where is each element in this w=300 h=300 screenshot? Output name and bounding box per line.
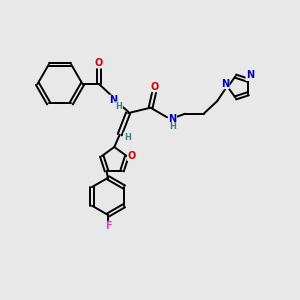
Text: H: H <box>169 122 176 131</box>
Text: F: F <box>105 221 111 231</box>
Text: O: O <box>95 58 103 68</box>
Text: H: H <box>116 102 122 111</box>
Text: N: N <box>168 114 177 124</box>
Text: N: N <box>246 70 254 80</box>
Text: O: O <box>151 82 159 92</box>
Text: N: N <box>109 95 117 105</box>
Text: N: N <box>221 79 229 89</box>
Text: O: O <box>128 151 136 160</box>
Text: H: H <box>124 133 130 142</box>
